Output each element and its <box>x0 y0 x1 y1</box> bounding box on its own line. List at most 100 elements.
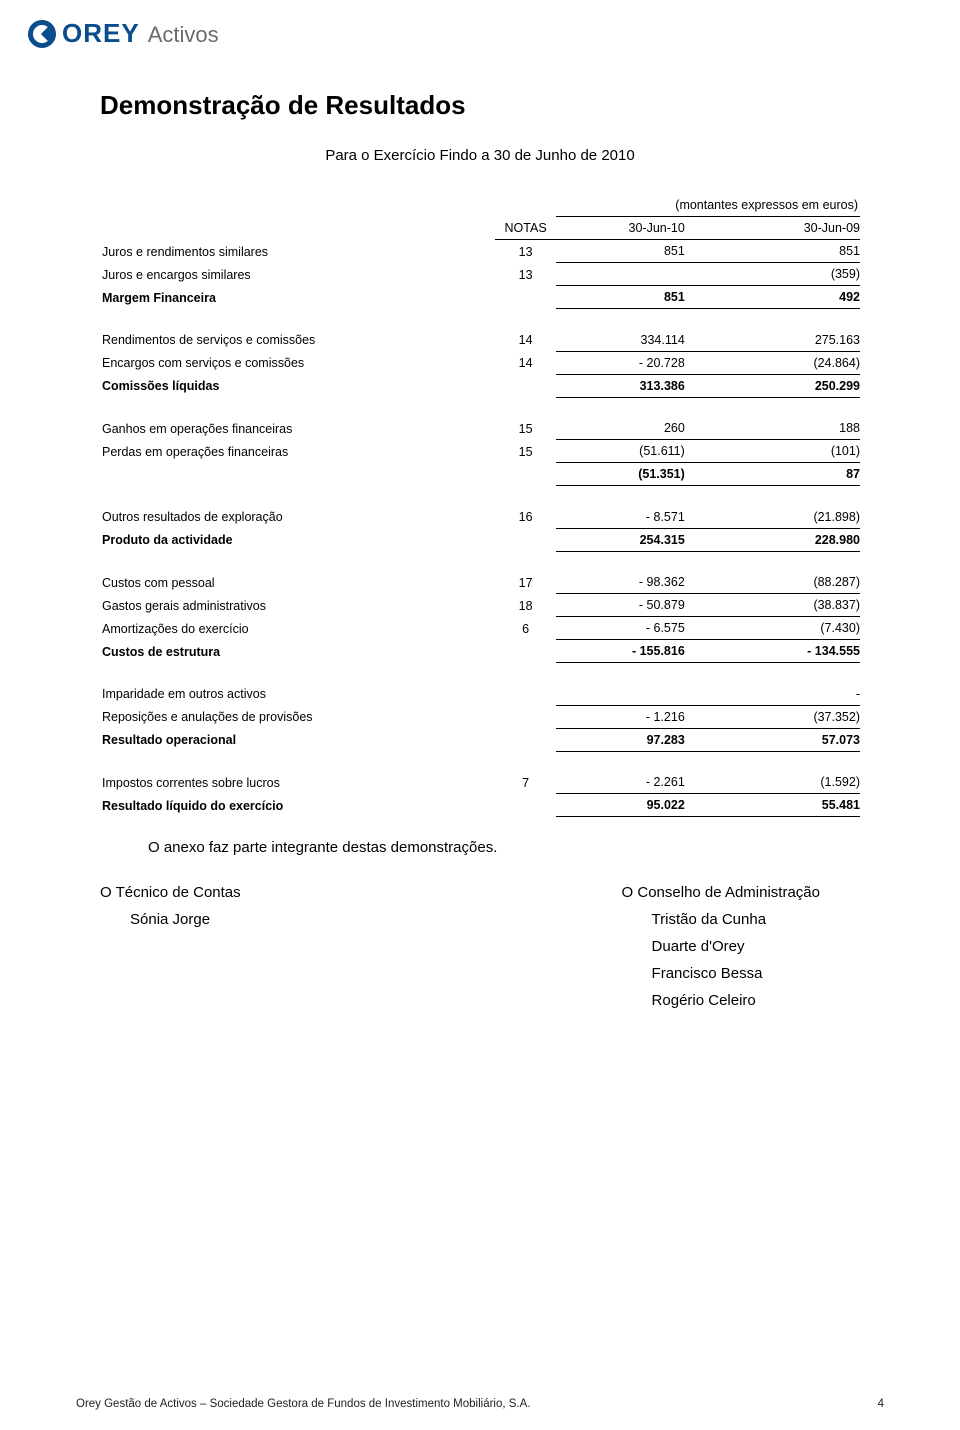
row-label: Perdas em operações financeiras <box>100 440 495 463</box>
row-label: Outros resultados de exploração <box>100 506 495 529</box>
page-title: Demonstração de Resultados <box>100 90 860 121</box>
row-col2: (7.430) <box>693 617 860 640</box>
table-row: Amortizações do exercício6- 6.575(7.430) <box>100 617 860 640</box>
row-col2: (101) <box>693 440 860 463</box>
row-label: Custos com pessoal <box>100 571 495 594</box>
total-col1: 97.283 <box>556 728 693 751</box>
row-label: Reposições e anulações de provisões <box>100 705 495 728</box>
sig-left-name: Sónia Jorge <box>100 911 241 928</box>
table-total-row: Resultado operacional 97.28357.073 <box>100 728 860 751</box>
row-col1: - 1.216 <box>556 705 693 728</box>
row-col2: 275.163 <box>693 329 860 352</box>
row-col1: - 20.728 <box>556 351 693 374</box>
annex-note: O anexo faz parte integrante destas demo… <box>148 839 860 856</box>
logo-text: OREY Activos <box>62 18 219 49</box>
row-label: Impostos correntes sobre lucros <box>100 771 495 794</box>
row-col2: (24.864) <box>693 351 860 374</box>
table-total-row: Comissões líquidas313.386250.299 <box>100 374 860 397</box>
total-col2: - 134.555 <box>693 640 860 663</box>
row-col1: - 6.575 <box>556 617 693 640</box>
row-notes: 17 <box>495 571 556 594</box>
total-col1: 851 <box>556 286 693 309</box>
row-notes: 13 <box>495 240 556 263</box>
row-label: Amortizações do exercício <box>100 617 495 640</box>
logo-brand: OREY <box>62 18 140 49</box>
total-notes <box>495 728 556 751</box>
total-col1: - 155.816 <box>556 640 693 663</box>
table-row: Imparidade em outros activos- <box>100 683 860 706</box>
row-notes: 6 <box>495 617 556 640</box>
row-col1 <box>556 263 693 286</box>
header-col2: 30-Jun-09 <box>693 217 860 240</box>
total-label: Margem Financeira <box>100 286 495 309</box>
row-notes: 15 <box>495 440 556 463</box>
table-row: Impostos correntes sobre lucros7- 2.261(… <box>100 771 860 794</box>
table-row: Gastos gerais administrativos18- 50.879(… <box>100 594 860 617</box>
row-col2: (21.898) <box>693 506 860 529</box>
row-label: Ganhos em operações financeiras <box>100 417 495 440</box>
table-caption: (montantes expressos em euros) <box>556 194 860 217</box>
row-col1: 334.114 <box>556 329 693 352</box>
spacer-row <box>100 551 860 571</box>
footer-left: Orey Gestão de Activos – Sociedade Gesto… <box>76 1398 531 1410</box>
sig-right-title: O Conselho de Administração <box>622 884 820 901</box>
total-label: Resultado operacional <box>100 728 495 751</box>
row-label: Juros e rendimentos similares <box>100 240 495 263</box>
total-col2: 55.481 <box>693 794 860 817</box>
row-label: Gastos gerais administrativos <box>100 594 495 617</box>
sig-right-name-0: Tristão da Cunha <box>622 911 820 928</box>
total-col2: 228.980 <box>693 528 860 551</box>
page-footer: Orey Gestão de Activos – Sociedade Gesto… <box>0 1398 960 1410</box>
signatures-left: O Técnico de Contas Sónia Jorge <box>100 884 241 1009</box>
signatures-block: O Técnico de Contas Sónia Jorge O Consel… <box>100 884 860 1009</box>
total-notes <box>495 640 556 663</box>
row-col2: 188 <box>693 417 860 440</box>
row-col2: (37.352) <box>693 705 860 728</box>
row-notes <box>495 705 556 728</box>
brand-logo: OREY Activos <box>28 18 219 49</box>
spacer-row <box>100 751 860 771</box>
spacer-row <box>100 663 860 683</box>
table-row: Rendimentos de serviços e comissões14334… <box>100 329 860 352</box>
row-notes: 13 <box>495 263 556 286</box>
total-col1: 95.022 <box>556 794 693 817</box>
row-notes: 18 <box>495 594 556 617</box>
row-col1: - 50.879 <box>556 594 693 617</box>
row-notes: 14 <box>495 329 556 352</box>
row-col1: (51.611) <box>556 440 693 463</box>
signatures-right: O Conselho de Administração Tristão da C… <box>622 884 820 1009</box>
table-header-row: NOTAS30-Jun-1030-Jun-09 <box>100 217 860 240</box>
total-col2: 57.073 <box>693 728 860 751</box>
sig-right-name-1: Duarte d'Orey <box>622 938 820 955</box>
footer-page-number: 4 <box>878 1398 884 1410</box>
table-total-row: Resultado líquido do exercício 95.02255.4… <box>100 794 860 817</box>
sig-right-name-3: Rogério Celeiro <box>622 992 820 1009</box>
row-col1: - 2.261 <box>556 771 693 794</box>
total-label: Custos de estrutura <box>100 640 495 663</box>
total-col1: 313.386 <box>556 374 693 397</box>
row-col2: 851 <box>693 240 860 263</box>
total-col1: 254.315 <box>556 528 693 551</box>
page-subtitle: Para o Exercício Findo a 30 de Junho de … <box>100 147 860 164</box>
table-row: Reposições e anulações de provisões - 1.2… <box>100 705 860 728</box>
logo-sub: Activos <box>148 22 219 48</box>
sig-right-name-2: Francisco Bessa <box>622 965 820 982</box>
table-row: Outros resultados de exploração16- 8.571… <box>100 506 860 529</box>
table-row: Ganhos em operações financeiras15260188 <box>100 417 860 440</box>
spacer-row <box>100 397 860 417</box>
spacer-row <box>100 309 860 329</box>
row-notes: 16 <box>495 506 556 529</box>
row-col2: (359) <box>693 263 860 286</box>
table-row: Encargos com serviços e comissões14- 20.… <box>100 351 860 374</box>
row-col2: (38.837) <box>693 594 860 617</box>
sig-left-title: O Técnico de Contas <box>100 884 241 901</box>
total-notes <box>495 374 556 397</box>
total-label: Resultado líquido do exercício <box>100 794 495 817</box>
row-col2: (88.287) <box>693 571 860 594</box>
row-col1: - 98.362 <box>556 571 693 594</box>
table-total-row: Margem Financeira851492 <box>100 286 860 309</box>
row-col1: - 8.571 <box>556 506 693 529</box>
income-statement-table: (montantes expressos em euros)NOTAS30-Ju… <box>100 194 860 817</box>
table-total-row: Custos de estrutura - 155.816- 134.555 <box>100 640 860 663</box>
total-label <box>100 463 495 486</box>
